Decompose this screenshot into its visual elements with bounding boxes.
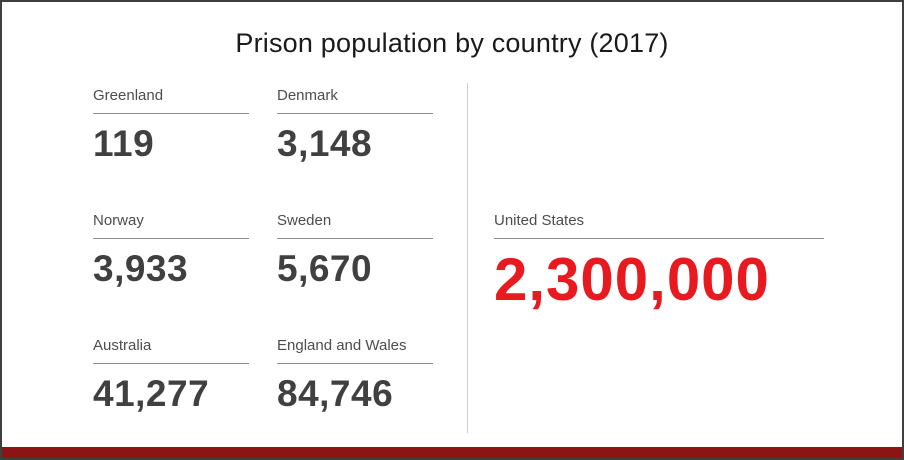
stat-united-states: United States 2,300,000 — [494, 212, 824, 458]
stat-label: Greenland — [93, 87, 249, 114]
stat-sweden: Sweden 5,670 — [277, 212, 433, 337]
stat-value: 119 — [93, 123, 155, 164]
stat-label: Denmark — [277, 87, 433, 114]
stat-denmark: Denmark 3,148 — [277, 87, 433, 212]
stat-australia: Australia 41,277 — [93, 337, 249, 458]
stat-label: England and Wales — [277, 337, 433, 364]
stat-value: 3,933 — [93, 248, 189, 289]
stat-label: Norway — [93, 212, 249, 239]
stat-value: 5,670 — [277, 248, 373, 289]
stat-value: 84,746 — [277, 373, 394, 414]
stat-label: Sweden — [277, 212, 433, 239]
stat-value: 41,277 — [93, 373, 210, 414]
vertical-divider — [467, 83, 468, 433]
stat-england-and-wales: England and Wales 84,746 — [277, 337, 433, 458]
stat-value: 3,148 — [277, 123, 373, 164]
country-stat-grid: Greenland 119 Denmark 3,148 Norway 3,933… — [93, 87, 467, 458]
chart-content: Greenland 119 Denmark 3,148 Norway 3,933… — [2, 83, 902, 458]
stat-greenland: Greenland 119 — [93, 87, 249, 212]
highlight-stat-value: 2,300,000 — [494, 246, 770, 313]
stat-norway: Norway 3,933 — [93, 212, 249, 337]
chart-title: Prison population by country (2017) — [235, 28, 669, 58]
stat-label: Australia — [93, 337, 249, 364]
bottom-accent-bar — [2, 447, 902, 458]
stat-label: United States — [494, 212, 824, 239]
